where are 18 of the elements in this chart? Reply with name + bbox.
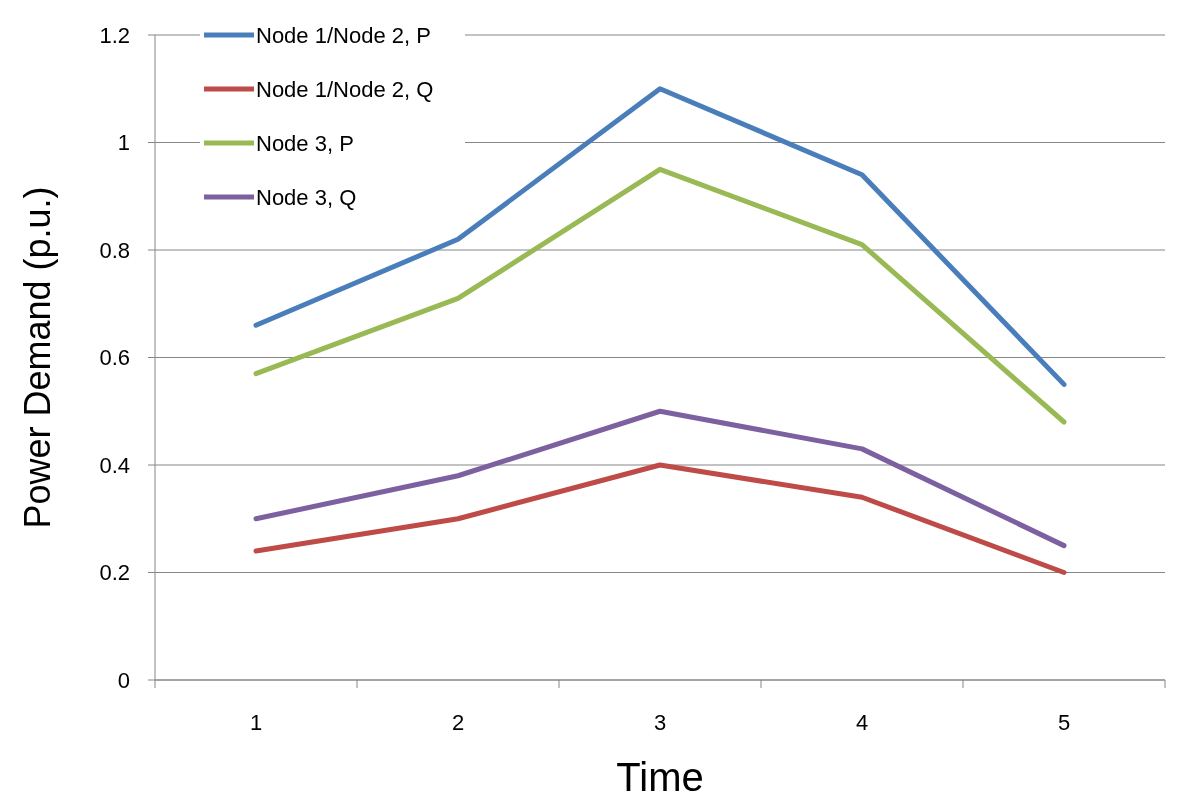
legend-label: Node 1/Node 2, Q — [256, 76, 434, 102]
y-tick-label: 0.8 — [99, 237, 130, 263]
x-tick-label: 3 — [653, 709, 667, 735]
x-tick-label: 4 — [855, 709, 869, 735]
x-axis-title: Time — [616, 755, 704, 799]
x-tick-label: 5 — [1057, 709, 1071, 735]
y-tick-label: 1 — [117, 130, 130, 156]
y-tick-label: 0.6 — [99, 345, 130, 371]
legend-label: Node 3, P — [256, 130, 354, 156]
x-tick-label: 1 — [249, 709, 263, 735]
y-tick-label: 0.4 — [99, 452, 130, 478]
y-tick-label: 1.2 — [99, 22, 130, 48]
x-tick-label: 2 — [451, 709, 465, 735]
legend-label: Node 1/Node 2, P — [256, 22, 431, 48]
y-axis-title: Power Demand (p.u.) — [17, 186, 58, 529]
legend-label: Node 3, Q — [256, 184, 357, 210]
y-tick-label: 0.2 — [99, 560, 130, 586]
y-tick-label: 0 — [117, 667, 130, 693]
